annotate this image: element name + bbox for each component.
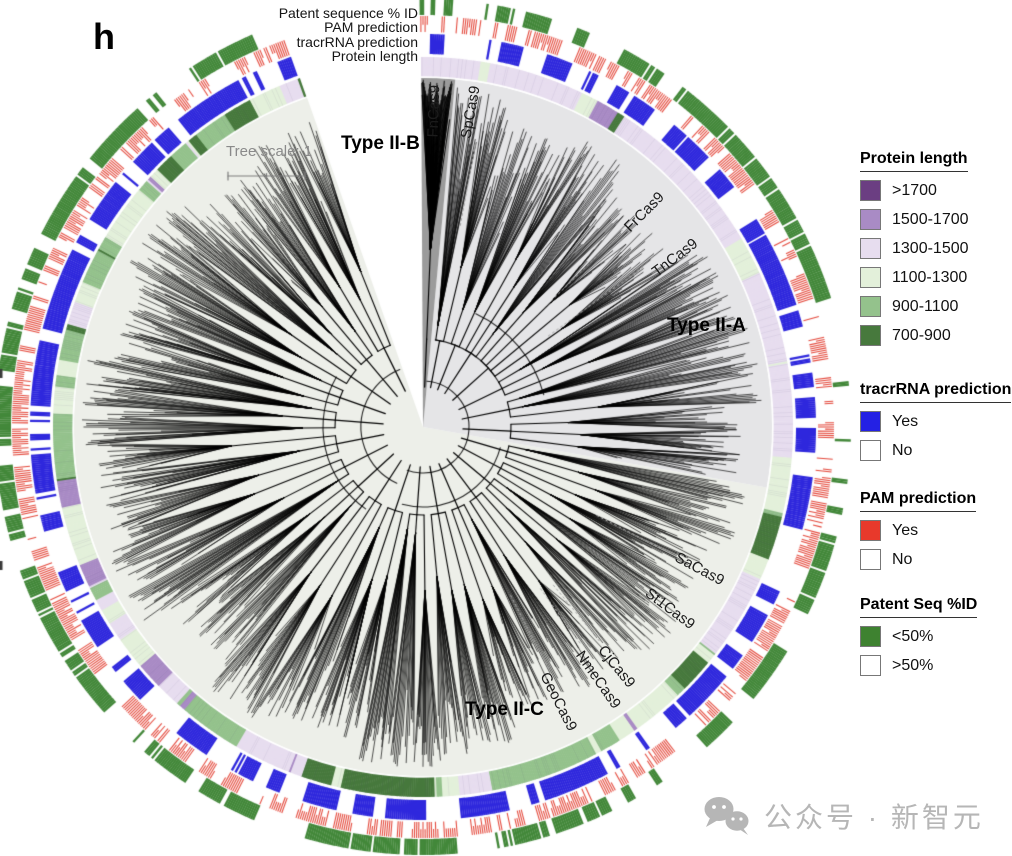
- legend-item-label: >1700: [892, 181, 937, 199]
- legend-item: Yes: [860, 411, 1012, 432]
- legend-title-patent: Patent Seq %ID: [860, 596, 978, 618]
- legend-title-pam: PAM prediction: [860, 490, 977, 512]
- legend-item-label: 700-900: [892, 326, 951, 344]
- legend-item: No: [860, 549, 1012, 570]
- legend-item-label: 900-1100: [892, 297, 959, 315]
- legend-item-label: No: [892, 550, 913, 568]
- legend-item: 1500-1700: [860, 209, 1012, 230]
- legend-item: >50%: [860, 655, 1012, 676]
- legend-item: 1300-1500: [860, 238, 1012, 259]
- legend-swatch-tracrrna-yes: [860, 411, 881, 432]
- legend-item: >1700: [860, 180, 1012, 201]
- clade-label-type-iib: Type II-B: [341, 133, 420, 154]
- ring-labels: Patent sequence % ID PAM prediction trac…: [140, 6, 418, 64]
- legend-swatch-patent-lt50: [860, 626, 881, 647]
- legend-protein-length: Protein length >1700 1500-1700 1300-1500…: [860, 150, 1012, 346]
- panel-label: h: [93, 16, 115, 57]
- legend-tracrrna: tracrRNA prediction Yes No: [860, 381, 1012, 461]
- legend-item-label: 1300-1500: [892, 239, 969, 257]
- legend-item-label: No: [892, 441, 913, 459]
- legend-swatch-gt1700: [860, 180, 881, 201]
- legend-swatch-700-900: [860, 325, 881, 346]
- ring-label-tracrrna-prediction: tracrRNA prediction: [296, 33, 418, 50]
- legend-swatch-1100-1300: [860, 267, 881, 288]
- legend-item-label: 1100-1300: [892, 268, 968, 286]
- watermark: 公众号 · 新智元: [702, 795, 984, 837]
- clade-label-type-iic: Type II-C: [465, 699, 544, 720]
- wechat-icon: [704, 797, 749, 835]
- legend-item-label: Yes: [892, 412, 919, 430]
- ring-label-protein-length: Protein length: [331, 48, 418, 65]
- legend-item-label: 1500-1700: [892, 210, 969, 228]
- legend-item: Yes: [860, 520, 1012, 541]
- legend-item: 900-1100: [860, 296, 1012, 317]
- legend-item-label: <50%: [892, 627, 934, 645]
- ring-label-pam-prediction: PAM prediction: [324, 19, 418, 36]
- watermark-text: 公众号 · 新智元: [764, 802, 984, 833]
- legend-swatch-pam-yes: [860, 520, 881, 541]
- legend-item: <50%: [860, 626, 1012, 647]
- legend-pam: PAM prediction Yes No: [860, 490, 1012, 570]
- clade-label-type-iia: Type II-A: [667, 315, 746, 336]
- legend-patent: Patent Seq %ID <50% >50%: [860, 596, 1012, 676]
- legend-swatch-1500-1700: [860, 209, 881, 230]
- legend-swatch-pam-no: [860, 549, 881, 570]
- tip-label-fncas9: FnCas9: [424, 84, 444, 138]
- legend-swatch-900-1100: [860, 296, 881, 317]
- legend-item-label: Yes: [892, 521, 919, 539]
- ring-label-patent-seq-id: Patent sequence % ID: [278, 5, 418, 21]
- legend-title-protein-length: Protein length: [860, 150, 968, 172]
- legend-title-tracrrna: tracrRNA prediction: [860, 381, 1012, 403]
- legend-item-label: >50%: [892, 656, 934, 674]
- legend-swatch-patent-gt50: [860, 655, 881, 676]
- legend-item: 700-900: [860, 325, 1012, 346]
- legend-swatch-tracrrna-no: [860, 440, 881, 461]
- legend-swatch-1300-1500: [860, 238, 881, 259]
- legend-item: No: [860, 440, 1012, 461]
- legend-item: 1100-1300: [860, 267, 1012, 288]
- tree-scale-label: Tree scale: 1: [226, 143, 313, 160]
